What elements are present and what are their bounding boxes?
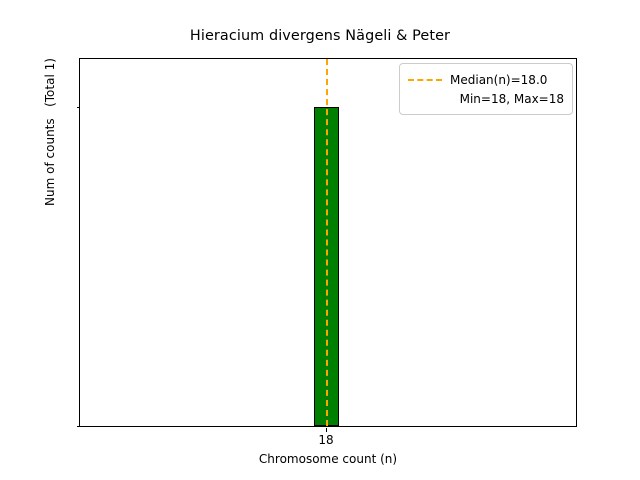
x-axis-label: Chromosome count (n) [258,452,398,466]
legend-entry-minmax: Min=18, Max=18 [408,89,564,108]
chart-title: Hieracium divergens Nägeli & Peter [189,28,451,44]
bars-layer [80,59,576,426]
plot-axes-frame: 0 1 18 Median(n)=18.0 Min=18, Max=18 [76,58,577,447]
legend-label-median: Median(n)=18.0 [450,72,548,87]
median-line [326,59,328,426]
dashed-line-icon [408,73,442,87]
chart-legend: Median(n)=18.0 Min=18, Max=18 [399,63,573,115]
ytick-mark-0 [76,426,80,428]
xtick-mark-18 [326,428,328,432]
y-axis-label: Num of counts (Total 1) [43,58,57,206]
legend-label-minmax: Min=18, Max=18 [459,91,564,106]
xtick-label-18: 18 [318,433,334,447]
ytick-mark-1 [76,106,80,108]
legend-entry-median: Median(n)=18.0 [408,70,564,89]
